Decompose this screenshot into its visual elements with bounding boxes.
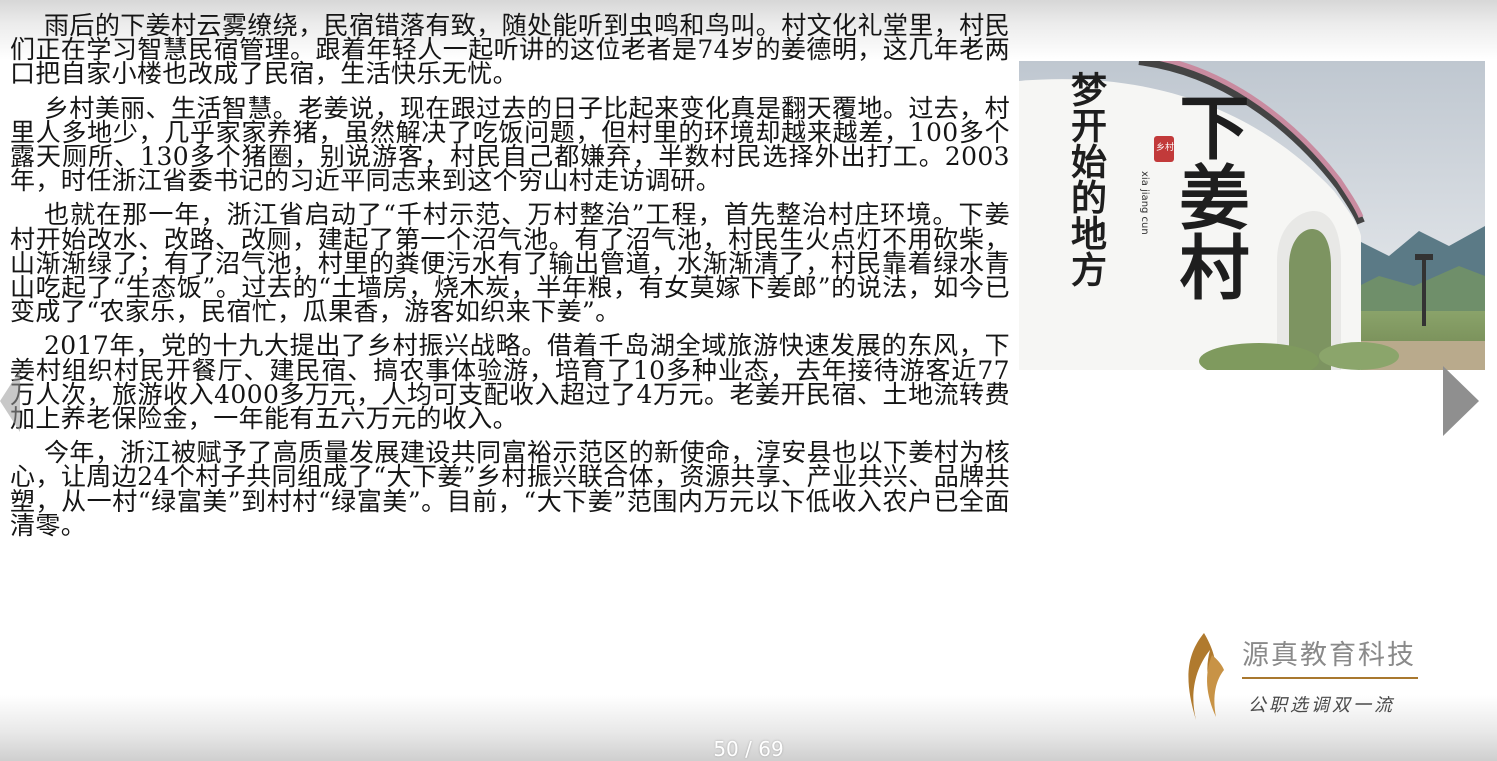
top-shadow — [0, 0, 1497, 60]
chevron-left-icon — [0, 370, 20, 432]
wall-pinyin: xia jiang cun — [1139, 171, 1150, 235]
brand-slogan: 公职选调双一流 — [1248, 695, 1395, 716]
flame-logo-icon — [1188, 633, 1224, 720]
wall-title-calligraphy: 下姜村 — [1168, 91, 1251, 301]
next-slide-button[interactable] — [1443, 366, 1479, 440]
chevron-right-icon — [1443, 366, 1479, 436]
brand-name: 源真教育科技 — [1242, 640, 1416, 671]
brand-divider — [1242, 677, 1418, 679]
prev-slide-button[interactable] — [0, 370, 22, 436]
wall-stamp: 乡村 — [1156, 143, 1175, 153]
paragraph-4: 2017年，党的十九大提出了乡村振兴战略。借着千岛湖全域旅游快速发展的东风，下姜… — [10, 331, 1010, 434]
paragraph-2: 乡村美丽、生活智慧。老姜说，现在跟过去的日子比起来变化真是翻天覆地。过去，村里人… — [10, 93, 1010, 196]
article-text: 雨后的下姜村云雾缭绕，民宿错落有致，随处能听到虫鸣和鸟叫。村文化礼堂里，村民们正… — [10, 11, 1010, 540]
paragraph-1: 雨后的下姜村云雾缭绕，民宿错落有致，随处能听到虫鸣和鸟叫。村文化礼堂里，村民们正… — [10, 11, 1010, 89]
wall-slogan-calligraphy: 梦开始的地方 — [1065, 71, 1107, 287]
village-wall-photo: 下姜村 梦开始的地方 xia jiang cun 乡村 — [1019, 61, 1485, 370]
photo-scene — [1019, 61, 1485, 370]
paragraph-5: 今年，浙江被赋予了高质量发展建设共同富裕示范区的新使命，淳安县也以下姜村为核心，… — [10, 438, 1010, 540]
page-indicator: 50 / 69 — [713, 737, 784, 761]
paragraph-3: 也就在那一年，浙江省启动了“千村示范、万村整治”工程，首先整治村庄环境。下姜村开… — [10, 200, 1010, 327]
brand-logo: 源真教育科技 公职选调双一流 — [1176, 625, 1426, 725]
bottom-shadow — [0, 695, 1497, 761]
